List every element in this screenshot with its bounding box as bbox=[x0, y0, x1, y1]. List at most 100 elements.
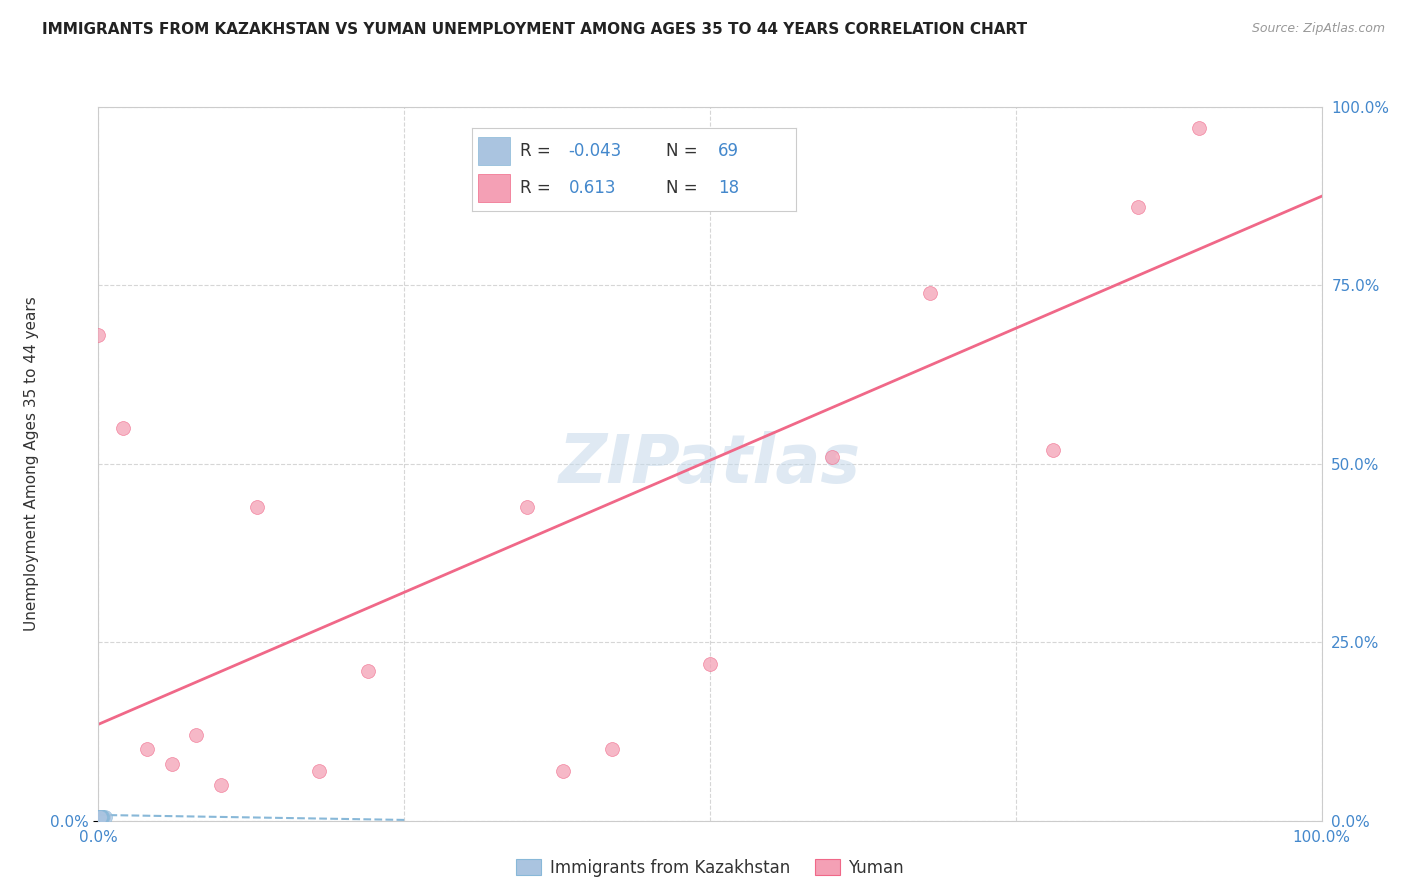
Text: 0.613: 0.613 bbox=[569, 179, 616, 197]
Point bbox=[89, 810, 111, 824]
Text: 69: 69 bbox=[718, 142, 740, 160]
Point bbox=[89, 810, 111, 824]
Point bbox=[89, 810, 111, 824]
Point bbox=[90, 810, 112, 824]
Point bbox=[91, 810, 114, 824]
Point bbox=[111, 421, 134, 435]
Point bbox=[90, 810, 112, 824]
Point bbox=[89, 810, 111, 824]
Point bbox=[90, 810, 112, 824]
Point bbox=[356, 664, 378, 678]
Text: 18: 18 bbox=[718, 179, 740, 197]
Point bbox=[91, 810, 114, 824]
Point bbox=[89, 810, 111, 824]
Point bbox=[90, 810, 112, 824]
Point bbox=[89, 810, 111, 824]
Point bbox=[89, 810, 111, 824]
Point bbox=[89, 810, 111, 824]
Point bbox=[160, 756, 183, 771]
Y-axis label: Unemployment Among Ages 35 to 44 years: Unemployment Among Ages 35 to 44 years bbox=[24, 296, 39, 632]
Point bbox=[90, 810, 112, 824]
Point bbox=[89, 810, 111, 824]
Point bbox=[89, 810, 111, 824]
Point bbox=[89, 810, 111, 824]
Point bbox=[87, 328, 110, 343]
Point bbox=[89, 810, 111, 824]
Point bbox=[89, 810, 111, 824]
Point bbox=[89, 810, 111, 824]
Point bbox=[1188, 121, 1211, 136]
Point bbox=[89, 810, 111, 824]
Point bbox=[89, 810, 111, 824]
Point bbox=[246, 500, 269, 514]
Point bbox=[89, 810, 111, 824]
Text: N =: N = bbox=[666, 142, 697, 160]
Point bbox=[89, 810, 111, 824]
Point bbox=[89, 810, 111, 824]
Point bbox=[89, 810, 111, 824]
Text: R =: R = bbox=[520, 179, 551, 197]
Point bbox=[1128, 200, 1150, 214]
Text: ZIPatlas: ZIPatlas bbox=[560, 431, 860, 497]
Point bbox=[89, 810, 111, 824]
Point bbox=[89, 810, 111, 824]
Point bbox=[136, 742, 159, 756]
Point bbox=[89, 810, 111, 824]
Point bbox=[89, 810, 111, 824]
Point bbox=[89, 810, 111, 824]
Point bbox=[89, 810, 111, 824]
Point bbox=[89, 810, 111, 824]
Point bbox=[89, 810, 111, 824]
Point bbox=[89, 810, 111, 824]
Point bbox=[90, 810, 112, 824]
Point bbox=[89, 810, 111, 824]
Point bbox=[89, 810, 111, 824]
Text: Source: ZipAtlas.com: Source: ZipAtlas.com bbox=[1251, 22, 1385, 36]
Point bbox=[553, 764, 575, 778]
Point bbox=[90, 810, 112, 824]
Point bbox=[90, 810, 112, 824]
Point bbox=[89, 810, 111, 824]
Point bbox=[89, 810, 111, 824]
Point bbox=[93, 810, 115, 824]
Point bbox=[89, 810, 111, 824]
Text: R =: R = bbox=[520, 142, 551, 160]
Point bbox=[89, 810, 111, 824]
Text: IMMIGRANTS FROM KAZAKHSTAN VS YUMAN UNEMPLOYMENT AMONG AGES 35 TO 44 YEARS CORRE: IMMIGRANTS FROM KAZAKHSTAN VS YUMAN UNEM… bbox=[42, 22, 1028, 37]
Point bbox=[90, 810, 112, 824]
Point bbox=[600, 742, 623, 756]
Bar bbox=[478, 136, 510, 164]
Point bbox=[89, 810, 111, 824]
Bar bbox=[478, 175, 510, 202]
Point bbox=[89, 810, 111, 824]
Legend: Immigrants from Kazakhstan, Yuman: Immigrants from Kazakhstan, Yuman bbox=[509, 853, 911, 884]
Point bbox=[308, 764, 330, 778]
Point bbox=[89, 810, 111, 824]
Point bbox=[91, 810, 114, 824]
Point bbox=[90, 810, 112, 824]
Text: N =: N = bbox=[666, 179, 697, 197]
Point bbox=[1042, 442, 1064, 457]
Point bbox=[89, 810, 111, 824]
Point bbox=[186, 728, 208, 742]
Point bbox=[821, 450, 844, 464]
Point bbox=[91, 810, 114, 824]
Point bbox=[89, 810, 111, 824]
Point bbox=[699, 657, 721, 671]
Point bbox=[90, 810, 112, 824]
Point bbox=[515, 500, 537, 514]
Point bbox=[209, 778, 232, 792]
Point bbox=[89, 810, 111, 824]
Point bbox=[89, 810, 111, 824]
Point bbox=[89, 810, 111, 824]
Point bbox=[89, 810, 111, 824]
Point bbox=[91, 810, 114, 824]
Point bbox=[920, 285, 942, 300]
Point bbox=[89, 810, 111, 824]
Point bbox=[91, 810, 114, 824]
Point bbox=[89, 810, 111, 824]
Point bbox=[89, 810, 111, 824]
Point bbox=[89, 810, 111, 824]
Point bbox=[89, 810, 111, 824]
Text: -0.043: -0.043 bbox=[569, 142, 621, 160]
